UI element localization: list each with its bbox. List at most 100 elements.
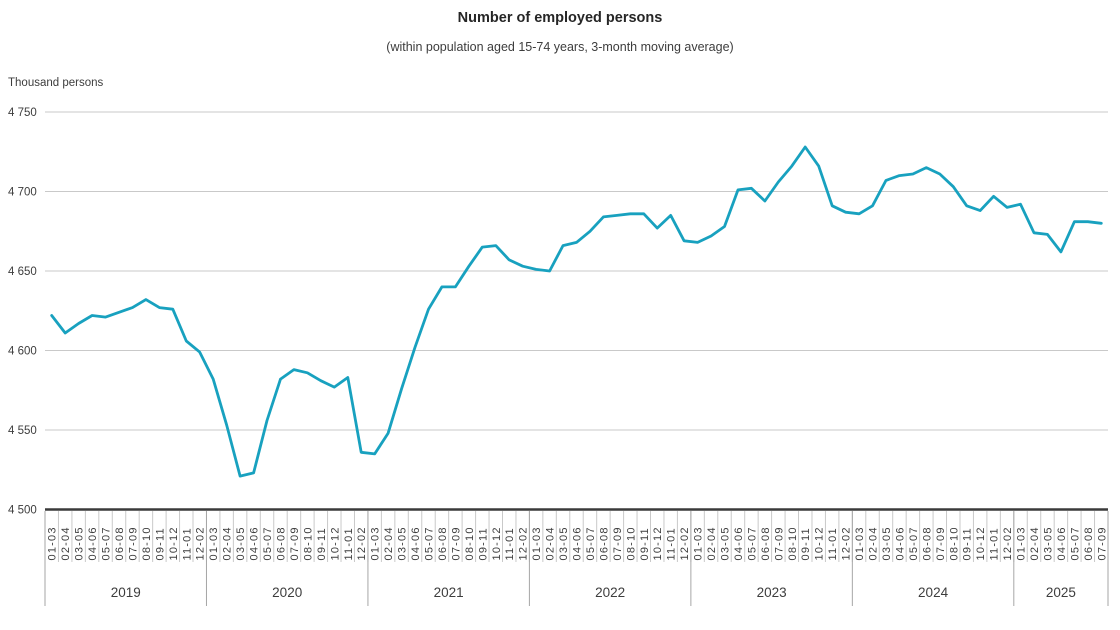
x-tick-label: 06-08 bbox=[114, 526, 126, 560]
x-tick-label: 11-01 bbox=[666, 527, 678, 560]
x-tick-label: 01-03 bbox=[370, 526, 382, 560]
x-tick-label: 09-11 bbox=[639, 527, 651, 560]
x-tick-label: 01-03 bbox=[1016, 526, 1028, 560]
x-tick-label: 02-04 bbox=[222, 526, 234, 560]
x-tick-label: 12-02 bbox=[195, 526, 207, 560]
x-tick-label: 07-09 bbox=[289, 526, 301, 560]
x-tick-label: 08-10 bbox=[302, 526, 314, 560]
x-tick-label: 11-01 bbox=[343, 527, 355, 560]
x-tick-labels: 01-03 02-04 03-05 04-06 05-07 06-08 07-09 08-10… bbox=[47, 526, 1109, 560]
x-tick-label: 02-04 bbox=[383, 526, 395, 560]
x-tick-label: 06-08 bbox=[275, 526, 287, 560]
year-label: 2022 bbox=[595, 585, 625, 600]
y-tick-label: 4 700 bbox=[8, 187, 37, 199]
x-tick-label: 04-06 bbox=[572, 526, 584, 560]
x-tick-label: 09-11 bbox=[477, 527, 489, 560]
x-tick-label: 09-11 bbox=[962, 527, 974, 560]
x-tick-label: 03-05 bbox=[720, 526, 732, 560]
x-tick-label: 01-03 bbox=[531, 526, 543, 560]
x-tick-label: 07-09 bbox=[935, 526, 947, 560]
x-tick-label: 07-09 bbox=[1096, 526, 1108, 560]
chart-title: Number of employed persons bbox=[457, 10, 663, 26]
x-tick-label: 06-08 bbox=[598, 526, 610, 560]
x-tick-label: 10-12 bbox=[652, 526, 664, 560]
x-tick-label: 07-09 bbox=[127, 526, 139, 560]
y-axis-unit-label: Thousand persons bbox=[8, 77, 104, 89]
x-tick-label: 01-03 bbox=[693, 526, 705, 560]
x-tick-label: 05-07 bbox=[101, 526, 113, 560]
x-tick-label: 10-12 bbox=[168, 526, 180, 560]
x-tick-label: 02-04 bbox=[706, 526, 718, 560]
x-tick-label: 01-03 bbox=[854, 526, 866, 560]
x-tick-label: 09-11 bbox=[800, 527, 812, 560]
y-axis-labels: 4 750 4 700 4 650 4 600 4 550 4 500 bbox=[8, 107, 37, 517]
year-label: 2023 bbox=[757, 585, 787, 600]
x-tick-label: 06-08 bbox=[437, 526, 449, 560]
x-tick-label: 03-05 bbox=[397, 526, 409, 560]
x-tick-label: 08-10 bbox=[948, 526, 960, 560]
x-tick-label: 04-06 bbox=[410, 526, 422, 560]
x-tick-label: 12-02 bbox=[679, 526, 691, 560]
x-tick-label: 11-01 bbox=[989, 527, 1001, 560]
x-tick-label: 04-06 bbox=[1056, 526, 1068, 560]
x-tick-label: 05-07 bbox=[746, 526, 758, 560]
y-tick-label: 4 750 bbox=[8, 107, 37, 119]
chart-subtitle: (within population aged 15-74 years, 3-m… bbox=[386, 40, 734, 54]
year-label: 2020 bbox=[272, 585, 302, 600]
x-tick-label: 08-10 bbox=[787, 526, 799, 560]
x-tick-label: 11-01 bbox=[181, 527, 193, 560]
x-tick-label: 06-08 bbox=[760, 526, 772, 560]
x-tick-label: 08-10 bbox=[141, 526, 153, 560]
x-tick-label: 05-07 bbox=[908, 526, 920, 560]
x-tick-label: 10-12 bbox=[975, 526, 987, 560]
x-tick-label: 07-09 bbox=[773, 526, 785, 560]
x-tick-label: 10-12 bbox=[329, 526, 341, 560]
x-tick-label: 08-10 bbox=[464, 526, 476, 560]
x-tick-label: 03-05 bbox=[1042, 526, 1054, 560]
year-label: 2025 bbox=[1046, 585, 1076, 600]
year-label: 2024 bbox=[918, 585, 949, 600]
x-tick-label: 03-05 bbox=[74, 526, 86, 560]
x-tick-label: 04-06 bbox=[894, 526, 906, 560]
data-line-employed-persons bbox=[50, 145, 1103, 478]
year-label: 2019 bbox=[111, 585, 141, 600]
x-tick-label: 04-06 bbox=[87, 526, 99, 560]
x-tick-label: 02-04 bbox=[60, 526, 72, 560]
x-tick-label: 09-11 bbox=[154, 527, 166, 560]
x-tick-label: 03-05 bbox=[235, 526, 247, 560]
x-tick-label: 09-11 bbox=[316, 527, 328, 560]
x-tick-label: 12-02 bbox=[518, 526, 530, 560]
x-tick-label: 03-05 bbox=[558, 526, 570, 560]
y-gridlines bbox=[45, 111, 1108, 511]
x-tick-label: 05-07 bbox=[1069, 526, 1081, 560]
year-band: 2019 2020 2021 2022 2023 2024 2025 bbox=[44, 511, 1109, 606]
year-label: 2021 bbox=[434, 585, 464, 600]
x-tick-label: 12-02 bbox=[1002, 526, 1014, 560]
x-tick-label: 12-02 bbox=[841, 526, 853, 560]
x-tick-label: 12-02 bbox=[356, 526, 368, 560]
y-tick-label: 4 500 bbox=[8, 505, 37, 517]
x-tick-label: 08-10 bbox=[625, 526, 637, 560]
x-tick-label: 04-06 bbox=[249, 526, 261, 560]
x-tick-label: 04-06 bbox=[733, 526, 745, 560]
x-tick-label: 01-03 bbox=[208, 526, 220, 560]
x-tick-label: 06-08 bbox=[1083, 526, 1095, 560]
x-tick-label: 11-01 bbox=[827, 527, 839, 560]
y-tick-label: 4 650 bbox=[8, 266, 37, 278]
x-tick-label: 05-07 bbox=[423, 526, 435, 560]
y-tick-label: 4 600 bbox=[8, 346, 37, 358]
x-tick-label: 02-04 bbox=[545, 526, 557, 560]
x-tick-label: 01-03 bbox=[47, 526, 59, 560]
x-tick-label: 10-12 bbox=[491, 526, 503, 560]
x-tick-label: 02-04 bbox=[868, 526, 880, 560]
x-tick-label: 07-09 bbox=[612, 526, 624, 560]
x-tick-label: 07-09 bbox=[450, 526, 462, 560]
x-tick-label: 11-01 bbox=[504, 527, 516, 560]
x-tick-label: 05-07 bbox=[585, 526, 597, 560]
x-tick-label: 06-08 bbox=[921, 526, 933, 560]
x-tick-label: 03-05 bbox=[881, 526, 893, 560]
y-tick-label: 4 550 bbox=[8, 425, 37, 437]
x-tick-label: 05-07 bbox=[262, 526, 274, 560]
